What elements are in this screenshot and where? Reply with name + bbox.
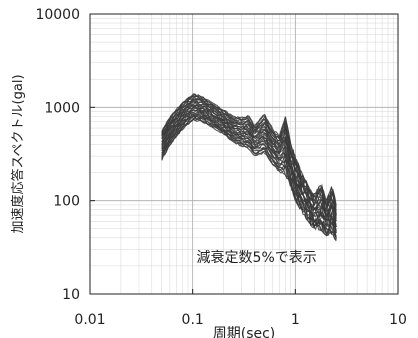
x-tick-label: 0.1 — [182, 312, 204, 328]
y-tick-label: 1000 — [44, 100, 80, 116]
x-tick-label: 1 — [291, 312, 300, 328]
x-axis-label: 周期(sec) — [213, 326, 276, 338]
y-axis-label: 加速度応答スペクトル(gal) — [10, 74, 26, 233]
y-tick-label: 100 — [53, 194, 80, 210]
series-layer — [161, 93, 337, 242]
spectrum-line — [161, 93, 337, 208]
damping-annotation: 減衰定数5%で表示 — [197, 249, 317, 266]
y-tick-label: 10000 — [35, 7, 80, 23]
y-tick-label: 10 — [62, 287, 80, 303]
spectrum-line — [161, 116, 337, 237]
spectrum-line — [161, 104, 337, 221]
tick-layer: 0.01 0.1 1 10 10 100 1000 10000 — [35, 7, 406, 328]
x-tick-label: 0.01 — [74, 312, 105, 328]
spectrum-line — [161, 95, 337, 206]
x-tick-label: 10 — [389, 312, 407, 328]
plot-area-frame — [89, 13, 399, 295]
